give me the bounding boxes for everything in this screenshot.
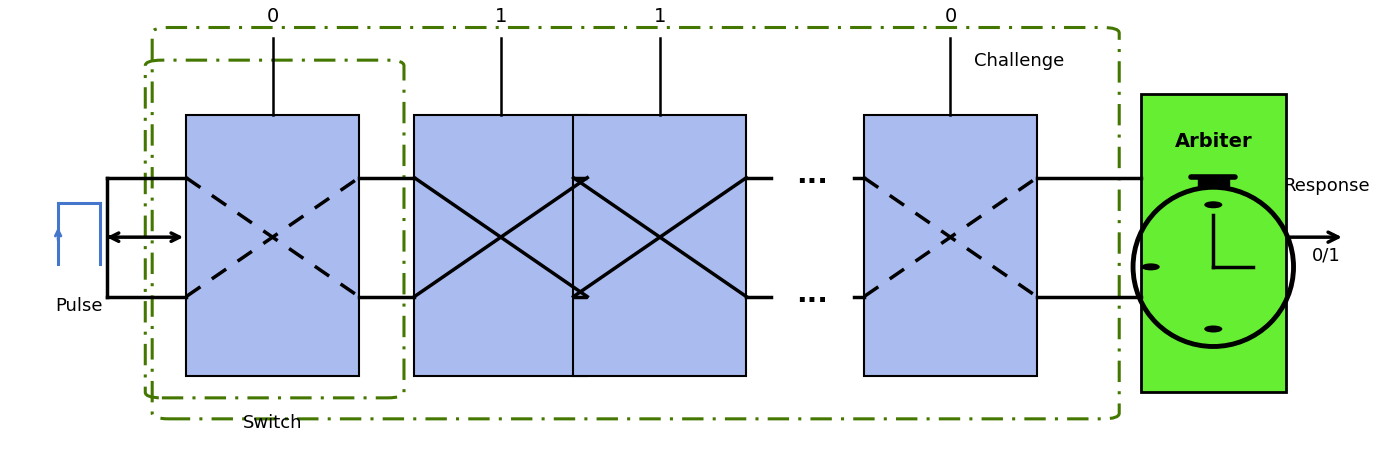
Circle shape [1206,202,1221,208]
Text: ...: ... [796,280,828,308]
Text: 1: 1 [654,7,667,26]
Text: 1: 1 [494,7,507,26]
Bar [864,115,1038,376]
Text: Switch: Switch [243,413,303,431]
Text: ...: ... [796,161,828,189]
Text: Pulse: Pulse [56,297,103,315]
Circle shape [1142,264,1158,270]
Text: Arbiter: Arbiter [1175,132,1251,151]
Text: 0: 0 [945,7,957,26]
Text: Challenge: Challenge [975,52,1065,70]
Bar [1199,177,1228,187]
Bar [1140,94,1286,392]
Circle shape [1206,326,1221,332]
Bar [186,115,358,376]
Bar [574,115,746,376]
Text: Response: Response [1283,177,1370,195]
Text: 0/1: 0/1 [1313,247,1342,265]
Text: 0: 0 [267,7,279,26]
Bar [414,115,588,376]
